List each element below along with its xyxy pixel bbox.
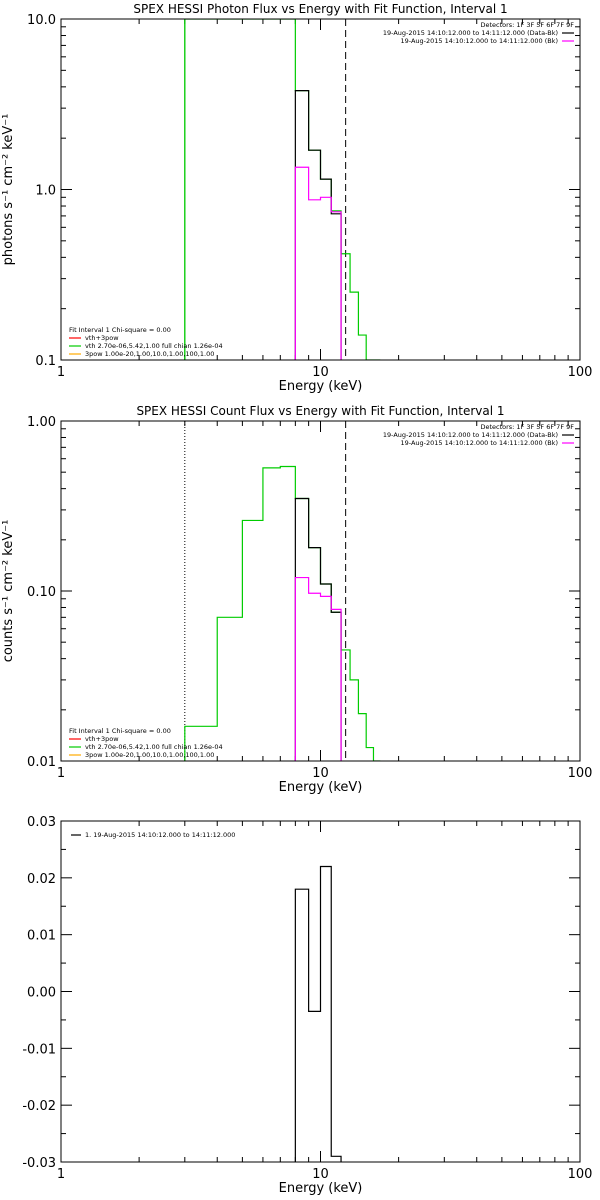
- y-tick-label: -0.02: [22, 1099, 56, 1114]
- y-tick-label: -0.03: [22, 1156, 56, 1171]
- series-1-histogram: [294, 865, 342, 1162]
- series-1-histogram: [184, 19, 381, 360]
- y-tick-label: 0.1: [35, 354, 56, 369]
- x-tick-label: 100: [568, 1167, 593, 1182]
- legend-entry: 3pow 1.00e-20,1.00,10.0,1.00,100,1.00: [85, 751, 214, 759]
- x-tick-label: 100: [568, 766, 593, 781]
- legend-entry: 19-Aug-2015 14:10:12.000 to 14:11:12.000…: [401, 37, 558, 45]
- y-tick-label: 1.00: [27, 415, 56, 430]
- x-tick-label: 10: [312, 766, 329, 781]
- chart-panel-1: SPEX HESSI Photon Flux vs Energy with Fi…: [1, 2, 592, 394]
- legend-entry: 19-Aug-2015 14:10:12.000 to 14:11:12.000…: [383, 431, 558, 439]
- x-axis-label: Energy (keV): [279, 780, 363, 795]
- legend-entry: Fit Interval 1 Chi-square = 0.00: [69, 326, 171, 334]
- plot-frame: [60, 420, 581, 762]
- plot-frame: [60, 18, 581, 361]
- chart-title: SPEX HESSI Count Flux vs Energy with Fit…: [136, 404, 504, 418]
- y-tick-label: 1.0: [35, 184, 56, 199]
- legend-entry: vth+3pow: [85, 334, 119, 342]
- legend-entry: Fit Interval 1 Chi-square = 0.00: [69, 727, 171, 735]
- chart-panel-2: SPEX HESSI Count Flux vs Energy with Fit…: [1, 404, 592, 795]
- x-tick-label: 100: [568, 365, 593, 380]
- series-1-histogram: [184, 465, 381, 761]
- x-tick-label: 10: [312, 1167, 329, 1182]
- legend-entry: vth 2.70e-06,5.42,1.00 full chian 1.26e-…: [85, 342, 223, 350]
- x-tick-label: 1: [57, 365, 65, 380]
- legend-entry: 3pow 1.00e-20,1.00,10.0,1.00,100,1.00: [85, 350, 214, 358]
- series-2-histogram: [294, 90, 342, 360]
- y-tick-label: 0.03: [27, 815, 56, 830]
- x-tick-label: 1: [57, 766, 65, 781]
- y-tick-label: -0.01: [22, 1042, 56, 1057]
- x-axis-label: Energy (keV): [279, 1181, 363, 1196]
- series-3-histogram: [294, 166, 342, 360]
- y-tick-label: 0.01: [27, 755, 56, 770]
- x-tick-label: 1: [57, 1167, 65, 1182]
- y-tick-label: 0.10: [27, 585, 56, 600]
- y-tick-label: 0.02: [27, 872, 56, 887]
- legend-entry: 19-Aug-2015 14:10:12.000 to 14:11:12.000…: [401, 439, 558, 447]
- y-tick-label: 0.00: [27, 986, 56, 1001]
- legend-entry: Detectors: 1F 3F 5F 6F 7F 9F: [480, 423, 574, 431]
- legend-entry: vth+3pow: [85, 735, 119, 743]
- chart-title: SPEX HESSI Photon Flux vs Energy with Fi…: [133, 2, 507, 16]
- legend-entry: 19-Aug-2015 14:10:12.000 to 14:11:12.000…: [383, 29, 558, 37]
- series-2-histogram: [294, 497, 342, 761]
- plot-frame: [60, 820, 581, 1163]
- y-tick-label: 0.01: [27, 929, 56, 944]
- legend-entry: Detectors: 1F 3F 5F 6F 7F 9F: [480, 21, 574, 29]
- series-3-histogram: [294, 576, 342, 761]
- x-tick-label: 10: [312, 365, 329, 380]
- legend-entry: vth 2.70e-06,5.42,1.00 full chian 1.26e-…: [85, 743, 223, 751]
- chart-panel-3: 1 10 100 0.03 0.02 0.01 0.00 -0.01 -0.02 -0.03 Ene…: [22, 815, 592, 1196]
- y-tick-label: 10.0: [27, 13, 56, 28]
- y-axis-label: counts s⁻¹ cm⁻² keV⁻¹: [1, 520, 16, 663]
- x-axis-label: Energy (keV): [279, 379, 363, 394]
- y-axis-label: photons s⁻¹ cm⁻² keV⁻¹: [1, 114, 16, 266]
- legend-entry: 1. 19-Aug-2015 14:10:12.000 to 14:11:12.…: [85, 831, 235, 839]
